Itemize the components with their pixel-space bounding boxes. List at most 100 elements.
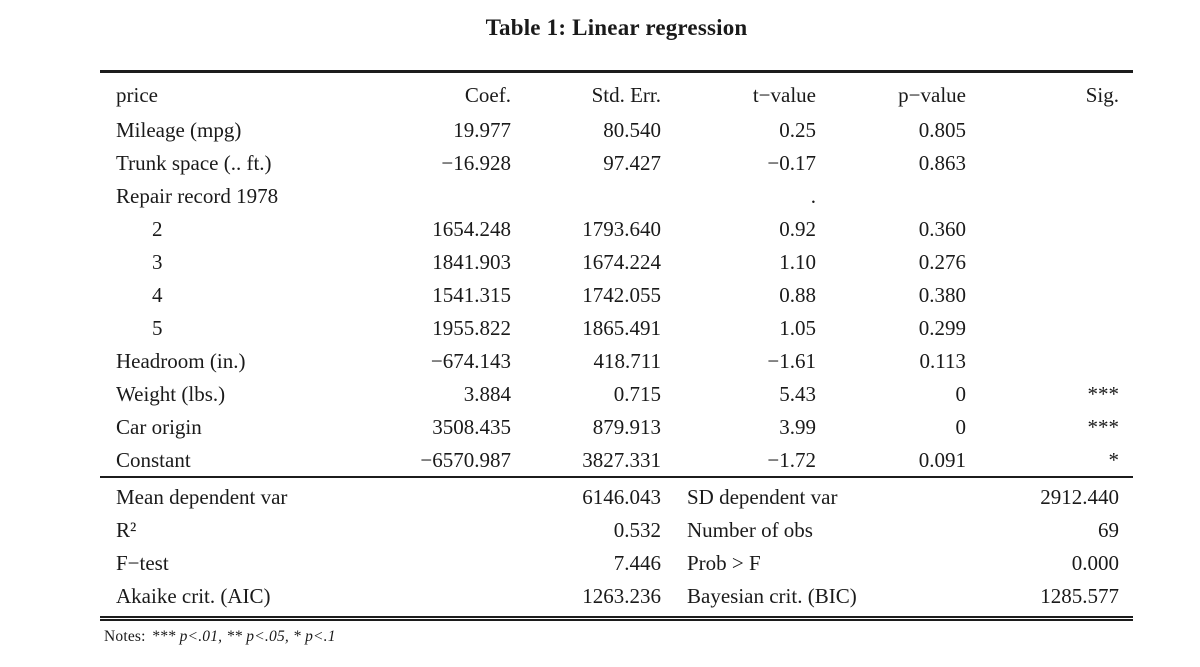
- stderr-value: 0.715: [613, 382, 661, 406]
- table-row: Constant −6570.987 3827.331 −1.72 0.091 …: [100, 444, 1133, 477]
- row-label: 3: [152, 250, 163, 274]
- coef-value: −674.143: [430, 349, 511, 373]
- summary-label: Bayesian crit. (BIC): [687, 584, 857, 608]
- notes-label: Notes:: [104, 628, 146, 645]
- summary-value: 2912.440: [1040, 485, 1119, 509]
- stderr-value: [511, 180, 661, 213]
- summary-value: 6146.043: [582, 485, 661, 509]
- sig-value: [966, 180, 1133, 213]
- summary-row: Mean dependent var 6146.043 SD dependent…: [100, 481, 1133, 514]
- p-value: 0.276: [918, 250, 966, 274]
- summary-label: Akaike crit. (AIC): [116, 584, 271, 608]
- stderr-value: 418.711: [593, 349, 661, 373]
- row-label: 5: [152, 316, 163, 340]
- p-value: 0: [955, 415, 967, 439]
- summary-value: 69: [1098, 518, 1119, 542]
- summary-label: R²: [116, 518, 137, 542]
- col-header-price: price: [116, 83, 158, 107]
- row-label: 2: [152, 217, 163, 241]
- row-label: 4: [152, 283, 163, 307]
- sig-value: [966, 345, 1133, 378]
- t-value: −1.72: [767, 447, 816, 472]
- summary-label: Mean dependent var: [116, 485, 288, 509]
- table-row: 2 1654.248 1793.640 0.92 0.360: [100, 213, 1133, 246]
- summary-label: F−test: [116, 551, 169, 575]
- stderr-value: 1742.055: [582, 283, 661, 307]
- coef-value: −16.928: [441, 151, 511, 175]
- stderr-value: 97.427: [603, 151, 661, 175]
- stderr-value: 1674.224: [582, 250, 661, 274]
- table-row: Car origin 3508.435 879.913 3.99 0 ***: [100, 411, 1133, 444]
- t-value: 0.88: [779, 283, 816, 307]
- table-title: Table 1: Linear regression: [485, 15, 748, 40]
- sig-value: [966, 246, 1133, 279]
- table-row: Mileage (mpg) 19.977 80.540 0.25 0.805: [100, 114, 1133, 147]
- regression-table-block: Table 1: Linear regression price Coef. S…: [100, 14, 1133, 646]
- t-value: 1.05: [779, 316, 816, 340]
- table-row: Weight (lbs.) 3.884 0.715 5.43 0 ***: [100, 378, 1133, 411]
- col-header-stderr: Std. Err.: [591, 83, 661, 107]
- col-header-sig: Sig.: [1085, 83, 1119, 107]
- table-notes: Notes: *** p<.01, ** p<.05, * p<.1: [104, 628, 1133, 646]
- p-value: 0.360: [918, 217, 966, 241]
- stderr-value: 3827.331: [582, 447, 661, 472]
- stderr-value: 879.913: [592, 415, 661, 439]
- p-value: [816, 180, 966, 213]
- coefficients-table: price Coef. Std. Err. t−value p−value Si…: [100, 73, 1133, 478]
- t-value: .: [810, 184, 816, 208]
- sig-value: [966, 213, 1133, 246]
- coef-value: 3.884: [463, 382, 511, 406]
- coef-value: 3508.435: [432, 415, 511, 439]
- table-row: Repair record 1978 .: [100, 180, 1133, 213]
- p-value: 0.299: [918, 316, 966, 340]
- p-value: 0.380: [918, 283, 966, 307]
- table-row: Headroom (in.) −674.143 418.711 −1.61 0.…: [100, 345, 1133, 378]
- coef-value: 1654.248: [432, 217, 511, 241]
- header-row: price Coef. Std. Err. t−value p−value Si…: [100, 73, 1133, 114]
- p-value: 0.091: [918, 447, 966, 472]
- sig-value: *: [1108, 447, 1120, 472]
- stderr-value: 1793.640: [582, 217, 661, 241]
- row-label: Weight (lbs.): [116, 382, 226, 406]
- summary-stats-table: Mean dependent var 6146.043 SD dependent…: [100, 481, 1133, 613]
- row-label: Constant: [116, 447, 191, 472]
- sig-value: ***: [1087, 382, 1120, 406]
- summary-row: Akaike crit. (AIC) 1263.236 Bayesian cri…: [100, 580, 1133, 613]
- col-header-coef: Coef.: [464, 83, 511, 107]
- row-label: Trunk space (.. ft.): [116, 151, 272, 175]
- stderr-value: 80.540: [603, 118, 661, 142]
- summary-value: 1263.236: [582, 584, 661, 608]
- t-value: −1.61: [767, 349, 816, 373]
- col-header-pvalue: p−value: [898, 83, 966, 107]
- sig-value: ***: [1087, 415, 1120, 439]
- summary-value: 7.446: [613, 551, 661, 575]
- coef-value: 19.977: [453, 118, 511, 142]
- t-value: 0.92: [779, 217, 816, 241]
- row-label: Headroom (in.): [116, 349, 246, 373]
- p-value: 0.863: [918, 151, 966, 175]
- summary-row: F−test 7.446 Prob > F 0.000: [100, 547, 1133, 580]
- sig-value: [966, 147, 1133, 180]
- row-label: Car origin: [116, 415, 202, 439]
- coef-value: −6570.987: [420, 447, 511, 472]
- coef-value: 1841.903: [432, 250, 511, 274]
- p-value: 0.113: [919, 349, 966, 373]
- t-value: 3.99: [779, 415, 816, 439]
- stderr-value: 1865.491: [582, 316, 661, 340]
- summary-row: R² 0.532 Number of obs 69: [100, 514, 1133, 547]
- notes-body: *** p<.01, ** p<.05, * p<.1: [151, 628, 336, 645]
- coef-value: 1955.822: [432, 316, 511, 340]
- p-value: 0: [955, 382, 967, 406]
- summary-label: SD dependent var: [687, 485, 838, 509]
- sig-value: [966, 279, 1133, 312]
- t-value: 1.10: [779, 250, 816, 274]
- regression-table: price Coef. Std. Err. t−value p−value Si…: [100, 70, 1133, 621]
- summary-value: 0.000: [1071, 551, 1119, 575]
- t-value: 5.43: [779, 382, 816, 406]
- row-label: Repair record 1978: [116, 184, 279, 208]
- t-value: −0.17: [767, 151, 816, 175]
- table-row: Trunk space (.. ft.) −16.928 97.427 −0.1…: [100, 147, 1133, 180]
- summary-value: 0.532: [613, 518, 661, 542]
- p-value: 0.805: [918, 118, 966, 142]
